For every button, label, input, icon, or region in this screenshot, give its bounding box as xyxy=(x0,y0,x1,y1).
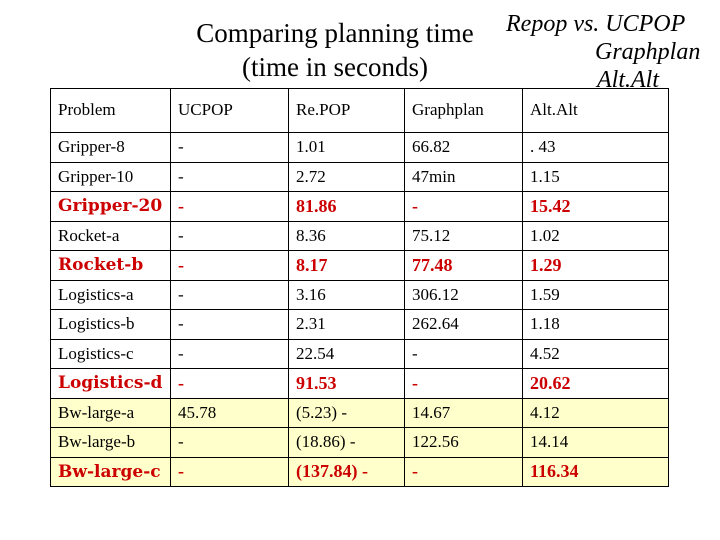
legend-line-2: Graphplan xyxy=(595,39,701,65)
cell-repop: (5.23) - xyxy=(288,397,405,428)
header-problem: Problem xyxy=(50,88,171,133)
table-row: Gripper-8-1.01 66.82. 43 xyxy=(50,132,669,163)
header-repop: Re.POP xyxy=(288,88,405,133)
cell-graphplan: 77.48 xyxy=(404,250,523,281)
cell-altalt: 1.59 xyxy=(522,279,669,310)
cell-problem: Bw-large-a xyxy=(50,397,171,428)
table-row: Logistics-b -2.31 262.64 1.18 xyxy=(50,309,669,340)
table-row: Bw-large-a 45.78 (5.23) -14.67 4.12 xyxy=(50,397,669,428)
table-row: Gripper-20-81.86-15.42 xyxy=(50,191,669,222)
cell-ucpop: - xyxy=(170,338,289,369)
table-row: Bw-large-b - (18.86) -122.56 14.14 xyxy=(50,427,669,458)
cell-graphplan: - xyxy=(404,338,523,369)
cell-repop: 1.01 xyxy=(288,132,405,163)
cell-repop: 8.36 xyxy=(288,220,405,251)
cell-altalt: 1.02 xyxy=(522,220,669,251)
cell-repop: 8.17 xyxy=(288,250,405,281)
cell-graphplan: 75.12 xyxy=(404,220,523,251)
planner-legend: Repop vs. UCPOP Graphplan Alt.Alt xyxy=(500,10,710,94)
cell-graphplan: 14.67 xyxy=(404,397,523,428)
cell-altalt: 14.14 xyxy=(522,427,669,458)
cell-repop: (137.84) - xyxy=(288,456,405,487)
cell-problem: Logistics-c xyxy=(50,338,171,369)
table-row: Logistics-d -91.53-20.62 xyxy=(50,368,669,399)
cell-graphplan: 306.12 xyxy=(404,279,523,310)
cell-repop: 2.72 xyxy=(288,161,405,192)
cell-altalt: 1.15 xyxy=(522,161,669,192)
table-row: Rocket-a -8.36 75.12 1.02 xyxy=(50,220,669,251)
header-graphplan: Graphplan xyxy=(404,88,523,133)
cell-problem: Logistics-d xyxy=(50,368,171,399)
cell-problem: Logistics-a xyxy=(50,279,171,310)
cell-graphplan: 122.56 xyxy=(404,427,523,458)
cell-altalt: 116.34 xyxy=(522,456,669,487)
header-ucpop: UCPOP xyxy=(170,88,289,133)
cell-ucpop: - xyxy=(170,250,289,281)
cell-ucpop: - xyxy=(170,132,289,163)
table-header-row: Problem UCPOP Re.POP Graphplan Alt.Alt xyxy=(50,88,669,133)
slide-title: Comparing planning time (time in seconds… xyxy=(180,16,490,84)
cell-graphplan: 66.82 xyxy=(404,132,523,163)
cell-problem: Bw-large-b xyxy=(50,427,171,458)
cell-ucpop: 45.78 xyxy=(170,397,289,428)
cell-repop: 3.16 xyxy=(288,279,405,310)
cell-altalt: 4.52 xyxy=(522,338,669,369)
title-line-2: (time in seconds) xyxy=(242,52,428,82)
cell-repop: (18.86) - xyxy=(288,427,405,458)
cell-altalt: 15.42 xyxy=(522,191,669,222)
cell-ucpop: - xyxy=(170,220,289,251)
table-row: Logistics-c -22.54-4.52 xyxy=(50,338,669,369)
cell-repop: 2.31 xyxy=(288,309,405,340)
table-row: Logistics-a -3.16 306.12 1.59 xyxy=(50,279,669,310)
cell-altalt: 20.62 xyxy=(522,368,669,399)
cell-ucpop: - xyxy=(170,368,289,399)
cell-altalt: 1.29 xyxy=(522,250,669,281)
cell-repop: 22.54 xyxy=(288,338,405,369)
cell-altalt: 1.18 xyxy=(522,309,669,340)
cell-problem: Gripper-10 xyxy=(50,161,171,192)
cell-repop: 91.53 xyxy=(288,368,405,399)
cell-altalt: 4.12 xyxy=(522,397,669,428)
legend-line-1: Repop vs. UCPOP xyxy=(506,11,686,37)
cell-altalt: . 43 xyxy=(522,132,669,163)
cell-graphplan: - xyxy=(404,368,523,399)
cell-graphplan: - xyxy=(404,456,523,487)
table-row: Bw-large-c - (137.84) - -116.34 xyxy=(50,456,669,487)
cell-problem: Rocket-a xyxy=(50,220,171,251)
cell-ucpop: - xyxy=(170,161,289,192)
cell-ucpop: - xyxy=(170,279,289,310)
table-row: Gripper-10-2.72 47min 1.15 xyxy=(50,161,669,192)
cell-graphplan: 262.64 xyxy=(404,309,523,340)
cell-ucpop: - xyxy=(170,191,289,222)
cell-repop: 81.86 xyxy=(288,191,405,222)
cell-ucpop: - xyxy=(170,427,289,458)
planning-time-table: Problem UCPOP Re.POP Graphplan Alt.Alt G… xyxy=(50,88,669,487)
cell-graphplan: - xyxy=(404,191,523,222)
cell-problem: Logistics-b xyxy=(50,309,171,340)
cell-graphplan: 47min xyxy=(404,161,523,192)
cell-ucpop: - xyxy=(170,456,289,487)
cell-problem: Gripper-20 xyxy=(50,191,171,222)
cell-ucpop: - xyxy=(170,309,289,340)
title-line-1: Comparing planning time xyxy=(196,18,474,48)
cell-problem: Gripper-8 xyxy=(50,132,171,163)
header-altalt: Alt.Alt xyxy=(522,88,669,133)
table-body: Problem UCPOP Re.POP Graphplan Alt.Alt G… xyxy=(50,88,669,487)
table-row: Rocket-b -8.17 77.48 1.29 xyxy=(50,250,669,281)
cell-problem: Rocket-b xyxy=(50,250,171,281)
cell-problem: Bw-large-c xyxy=(50,456,171,487)
